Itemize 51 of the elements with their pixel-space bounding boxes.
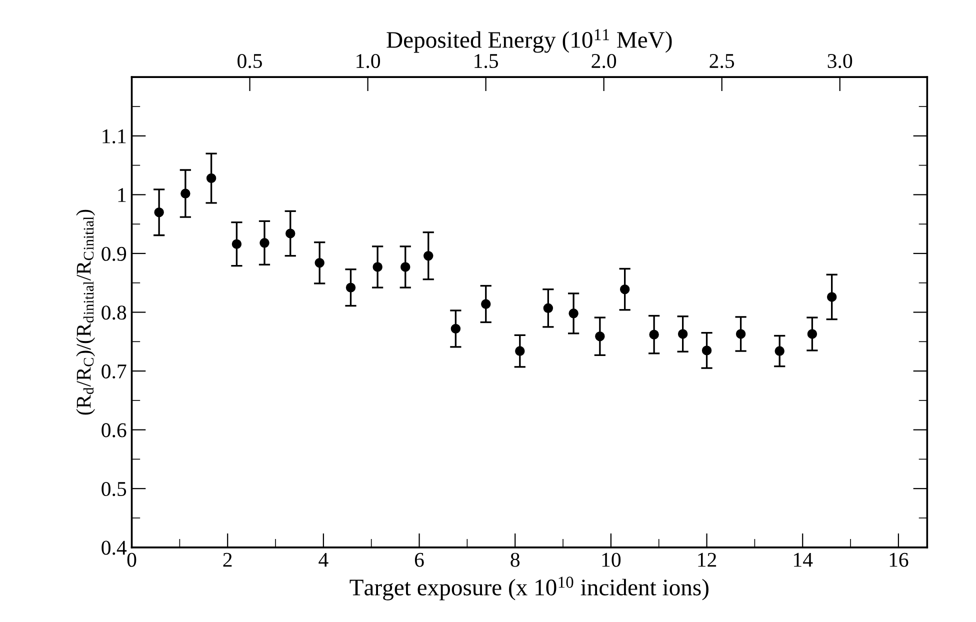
point: [826, 292, 837, 302]
x2-axis-title: Deposited Energy (10$^{11}$ MeV): [386, 29, 672, 53]
text: (R$_{d}$/R$_{C}$)/(R$_{dinitial}$/R$_{Cinitial}$): [76, 210, 96, 415]
y-tick-label: 0.8: [102, 306, 126, 320]
point: [450, 324, 461, 334]
x2-tick-label: 3.0: [828, 54, 852, 68]
point: [346, 282, 356, 292]
x-tick-label: 4: [318, 552, 328, 567]
point: [314, 258, 324, 268]
point: [678, 329, 688, 339]
x-tick-label: 2: [223, 552, 232, 567]
y-tick-label: 0.5: [102, 482, 126, 496]
y-tick-label: 0.6: [102, 423, 126, 438]
x-tick-label: 6: [414, 552, 424, 567]
x-tick-label: 16: [890, 552, 908, 567]
x2-tick-label: 0.5: [238, 54, 262, 68]
point: [595, 331, 605, 342]
point: [515, 346, 525, 356]
point: [620, 284, 630, 294]
x2-tick-label: 1.5: [474, 54, 498, 68]
x-tick-label: 14: [794, 552, 813, 567]
y-tick-label: 1: [118, 188, 126, 202]
y-tick-label: 0.7: [102, 364, 126, 379]
point: [736, 329, 746, 339]
y-tick-label: 0.9: [102, 246, 126, 261]
point: [424, 250, 434, 261]
x2-tick-label: 2.0: [592, 54, 616, 68]
point: [649, 330, 659, 340]
x2-tick-label: 1.0: [356, 54, 380, 68]
point: [481, 299, 491, 309]
point: [400, 262, 410, 272]
point: [206, 173, 216, 184]
point: [260, 238, 270, 248]
x-tick-label: 8: [510, 552, 520, 567]
point: [154, 207, 164, 218]
x2-tick-label: 2.5: [710, 54, 734, 68]
point: [807, 329, 818, 339]
point: [372, 262, 382, 272]
point: [543, 303, 554, 313]
y-tick-label: 0.4: [102, 540, 127, 555]
x-tick-label: 0: [127, 552, 136, 567]
point: [180, 188, 190, 198]
x-axis-title: Target exposure (x 10$^{10}$ incident ions): [350, 576, 708, 600]
point: [702, 346, 712, 356]
point: [286, 228, 296, 238]
x-tick-label: 10: [602, 552, 621, 567]
point: [232, 239, 242, 249]
y-tick-label: 1.1: [102, 129, 126, 144]
point: [568, 308, 578, 318]
point: [774, 346, 784, 356]
x-tick-label: 12: [698, 552, 716, 567]
